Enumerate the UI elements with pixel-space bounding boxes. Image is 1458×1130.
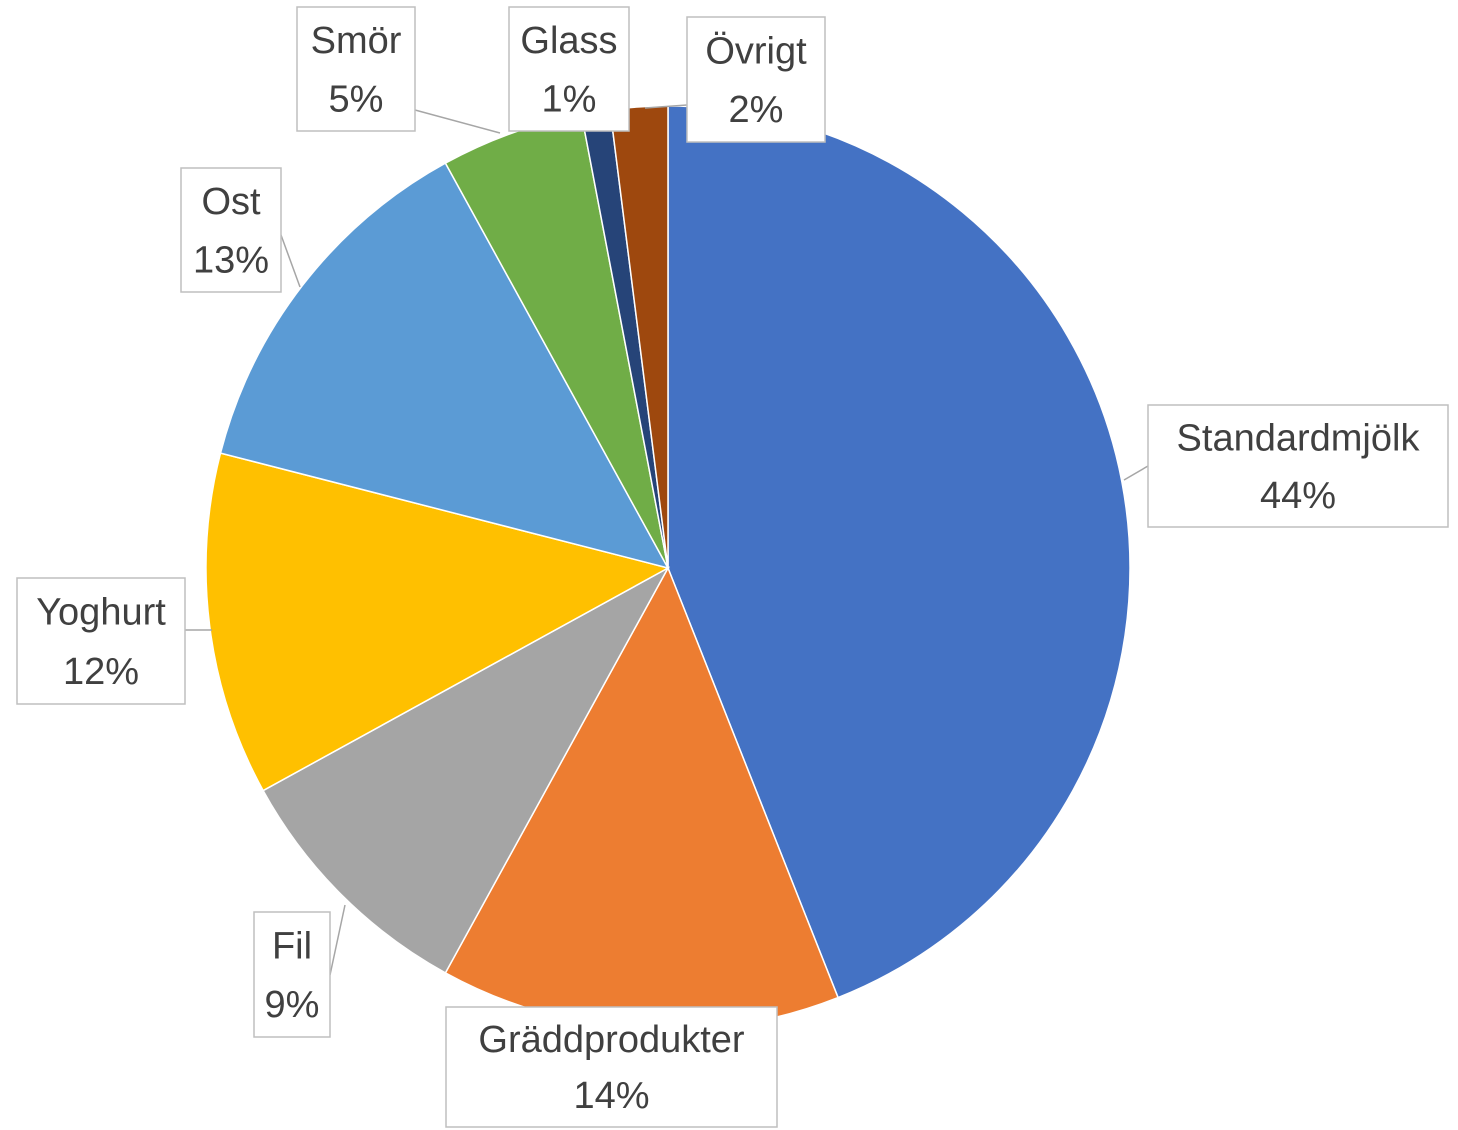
label-box [253,911,331,1038]
slice-name: Ost [201,181,261,223]
slice-percent: 14% [573,1075,649,1117]
label-box [16,577,186,705]
leader-line [329,904,346,976]
label-box [508,6,630,132]
slice-percent: 9% [265,984,320,1026]
slice-name: Gräddprodukter [478,1019,744,1061]
slice-name: Glass [520,20,617,62]
pie-slice [667,105,1131,999]
slice-percent: 44% [1260,475,1336,517]
slice-name: Yoghurt [36,592,166,634]
slice-name: Standardmjölk [1177,417,1421,459]
slice-percent: 2% [729,89,784,131]
slice-name: Övrigt [705,30,807,72]
leader-line [644,104,688,109]
slice-percent: 12% [63,651,139,693]
label-box [445,1006,778,1128]
pie-slice [205,452,671,792]
pie-slice [219,162,670,570]
leader-line [280,234,301,288]
slice-percent: 13% [193,239,269,281]
slice-percent: 5% [329,78,384,120]
slice-name: Smör [311,20,402,62]
pie-slice [262,566,670,974]
label-box [686,16,826,143]
label-box [180,167,282,293]
label-box [296,6,416,132]
slice-name: Fil [272,925,312,967]
leader-line [414,109,501,134]
label-box [1147,404,1449,528]
slice-percent: 1% [542,78,597,120]
leader-line [1123,465,1149,481]
